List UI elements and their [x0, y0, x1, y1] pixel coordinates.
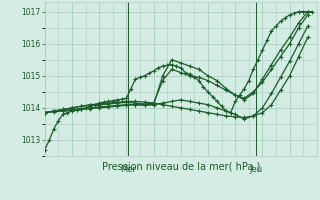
Text: Mer: Mer [120, 165, 136, 174]
X-axis label: Pression niveau de la mer( hPa ): Pression niveau de la mer( hPa ) [102, 162, 260, 172]
Text: Jeu: Jeu [249, 165, 262, 174]
